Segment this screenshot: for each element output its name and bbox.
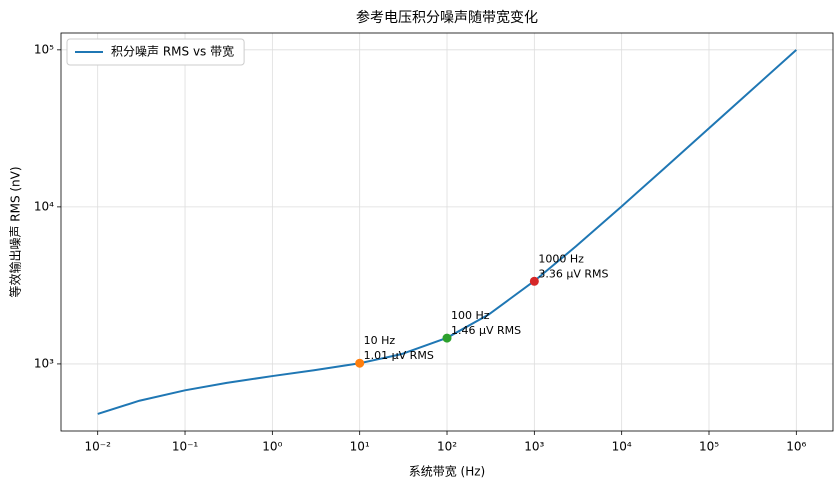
plot-frame xyxy=(60,32,834,432)
annotation-point xyxy=(529,276,539,286)
x-tick-label: 10⁻¹ xyxy=(172,440,199,454)
annotation-label: 1.01 μV RMS xyxy=(364,349,434,362)
y-tick-label: 10⁵ xyxy=(34,42,54,56)
x-tick-label: 10³ xyxy=(524,440,544,454)
annotation-point xyxy=(442,333,452,343)
y-axis-label: 等效输出噪声 RMS (nV) xyxy=(8,166,23,297)
x-tick-label: 10⁴ xyxy=(612,440,632,454)
legend: 积分噪声 RMS vs 带宽 xyxy=(66,38,245,66)
chart-title: 参考电压积分噪声随带宽变化 xyxy=(356,9,538,26)
y-tick-label: 10⁴ xyxy=(34,199,54,213)
annotation-point xyxy=(355,358,365,368)
x-tick-label: 10⁻² xyxy=(84,440,111,454)
legend-box xyxy=(66,38,245,66)
y-tick-label: 10³ xyxy=(34,356,54,370)
x-axis-label: 系统带宽 (Hz) xyxy=(409,464,486,479)
x-tick-label: 10⁶ xyxy=(786,440,806,454)
x-tick-label: 10⁵ xyxy=(699,440,719,454)
annotation-label: 1.46 μV RMS xyxy=(451,324,521,337)
x-tick-label: 10² xyxy=(437,440,457,454)
x-tick-label: 10¹ xyxy=(350,440,370,454)
annotation-label: 3.36 μV RMS xyxy=(538,267,608,280)
legend-label: 积分噪声 RMS vs 带宽 xyxy=(111,44,234,59)
x-tick-label: 10⁰ xyxy=(262,440,282,454)
annotation-label: 10 Hz xyxy=(364,334,396,347)
annotation-label: 1000 Hz xyxy=(538,252,584,265)
annotation-label: 100 Hz xyxy=(451,309,490,322)
